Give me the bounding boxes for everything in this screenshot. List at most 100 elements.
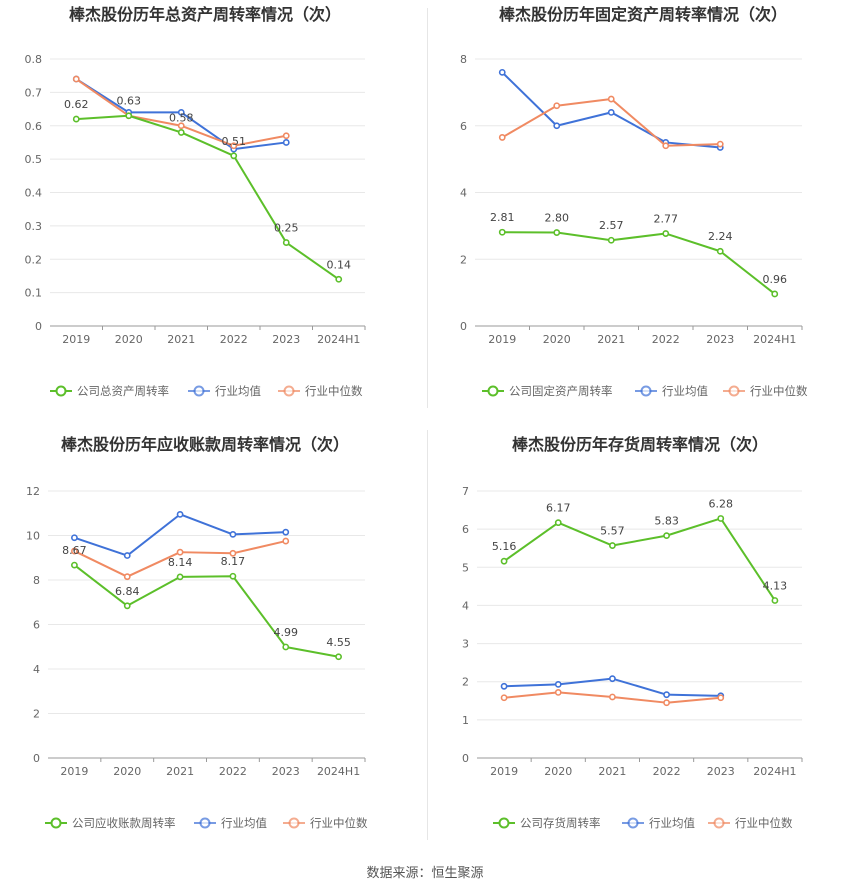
company-data-label: 0.96 xyxy=(763,273,788,286)
panel-divider-bottom xyxy=(427,430,428,840)
company-data-label: 5.16 xyxy=(492,540,516,553)
y-tick-label: 0 xyxy=(35,320,42,333)
y-tick-label: 0.4 xyxy=(25,187,43,200)
median-data-point xyxy=(553,102,561,110)
x-tick-label: 2024H1 xyxy=(753,765,796,778)
median-data-point xyxy=(554,688,562,696)
y-tick-label: 7 xyxy=(462,485,469,498)
company-series-line xyxy=(502,231,776,295)
y-tick-label: 2 xyxy=(460,253,467,266)
x-tick-label: 2019 xyxy=(488,333,516,346)
median-data-point xyxy=(177,122,185,130)
avg-data-point xyxy=(663,691,670,699)
company-data-point xyxy=(177,129,185,136)
y-tick-label: 8 xyxy=(460,53,467,66)
y-tick-label: 8 xyxy=(33,574,40,587)
receivables-turnover-chart: 棒杰股份历年应收账款周转率情况（次） 0 2 4 6 8 10 12 2019 2020 2021 2… xyxy=(26,435,368,830)
median-series-line xyxy=(501,98,721,147)
avg-data-point xyxy=(609,675,616,683)
avg-data-point xyxy=(554,680,562,688)
x-tick-label: 2020 xyxy=(543,333,571,346)
median-data-point xyxy=(498,134,506,141)
company-data-point xyxy=(71,561,78,569)
company-data-point xyxy=(176,573,184,581)
legend-item-median: 行业中位数 xyxy=(283,816,368,830)
company-data-point xyxy=(123,602,131,610)
chart-title: 棒杰股份历年总资产周转率情况（次） xyxy=(69,5,341,24)
y-tick-label: 5 xyxy=(462,561,469,574)
x-tick-label: 2021 xyxy=(598,765,626,778)
x-tick-label: 2024H1 xyxy=(753,333,796,346)
company-data-label: 8.17 xyxy=(221,555,246,568)
company-data-point xyxy=(771,290,779,298)
median-data-point xyxy=(607,95,615,103)
company-data-label: 2.80 xyxy=(545,212,570,225)
legend-swatch-marker xyxy=(640,385,652,397)
median-data-point xyxy=(609,693,616,701)
legend-item-median: 行业中位数 xyxy=(708,816,793,830)
chart-title: 棒杰股份历年固定资产周转率情况（次） xyxy=(499,5,787,24)
fixed-asset-turnover-chart: 棒杰股份历年固定资产周转率情况（次） 0 2 4 6 8 2019 2020 2021 2022 2… xyxy=(460,5,808,398)
x-tick-label: 2021 xyxy=(166,765,194,778)
legend-swatch-marker xyxy=(50,817,62,829)
legend-swatch-marker xyxy=(627,817,639,829)
y-tick-label: 0.3 xyxy=(25,220,43,233)
legend-label: 行业中位数 xyxy=(735,816,793,830)
company-data-label: 0.14 xyxy=(327,258,352,271)
company-data-point xyxy=(609,542,616,549)
avg-data-point xyxy=(123,552,131,559)
company-data-point xyxy=(230,152,238,160)
y-tick-label: 0 xyxy=(462,752,469,765)
y-tick-label: 0.5 xyxy=(25,153,43,166)
company-data-point xyxy=(771,597,779,604)
median-data-point xyxy=(662,142,670,150)
company-data-label: 5.83 xyxy=(654,515,679,528)
company-series-line xyxy=(76,114,340,281)
company-data-label: 2.24 xyxy=(708,230,733,243)
x-tick-label: 2023 xyxy=(272,765,300,778)
y-tick-label: 0.1 xyxy=(25,287,43,300)
x-tick-label: 2022 xyxy=(652,333,680,346)
legend-swatch-marker xyxy=(199,817,211,829)
median-data-point xyxy=(230,142,238,150)
legend-label: 公司存货周转率 xyxy=(520,816,601,830)
inventory-turnover-chart: 棒杰股份历年存货周转率情况（次） 0 1 2 3 4 5 6 7 2019 2020 2021 2022… xyxy=(462,435,803,830)
legend-swatch-marker xyxy=(487,385,499,397)
company-data-label: 0.25 xyxy=(274,222,299,235)
y-tick-label: 4 xyxy=(33,663,40,676)
avg-data-point xyxy=(71,534,78,542)
legend-label: 行业中位数 xyxy=(750,384,808,398)
company-data-point xyxy=(662,230,670,237)
company-data-point xyxy=(335,275,343,283)
legend-swatch-marker xyxy=(288,817,300,829)
x-tick-label: 2023 xyxy=(706,333,734,346)
company-data-label: 6.17 xyxy=(546,502,571,515)
median-data-point xyxy=(71,547,78,555)
company-data-label: 2.57 xyxy=(599,219,624,232)
company-data-label: 8.67 xyxy=(62,544,87,557)
company-data-label: 2.81 xyxy=(490,211,515,224)
legend-item-avg: 行业均值 xyxy=(188,384,261,398)
legend-label: 行业中位数 xyxy=(310,816,368,830)
company-data-point xyxy=(72,115,80,123)
legend-item-median: 行业中位数 xyxy=(723,384,808,398)
x-tick-label: 2022 xyxy=(220,333,248,346)
y-tick-label: 0.8 xyxy=(25,53,43,66)
company-data-point xyxy=(554,519,562,527)
chart-title: 棒杰股份历年存货周转率情况（次） xyxy=(512,435,768,454)
median-data-point xyxy=(72,75,80,83)
company-series-line xyxy=(73,564,339,658)
x-tick-label: 2020 xyxy=(113,765,141,778)
legend-item-avg: 行业均值 xyxy=(635,384,708,398)
y-tick-label: 10 xyxy=(26,530,40,543)
x-tick-label: 2021 xyxy=(167,333,195,346)
y-tick-label: 6 xyxy=(462,523,469,536)
legend-label: 行业均值 xyxy=(221,816,267,830)
median-data-point xyxy=(229,549,237,557)
legend-item-company: 公司应收账款周转率 xyxy=(45,816,176,830)
x-tick-label: 2022 xyxy=(653,765,681,778)
company-data-label: 8.14 xyxy=(168,556,193,569)
y-tick-label: 6 xyxy=(460,120,467,133)
avg-data-point xyxy=(282,528,290,536)
company-data-label: 6.28 xyxy=(709,497,734,510)
